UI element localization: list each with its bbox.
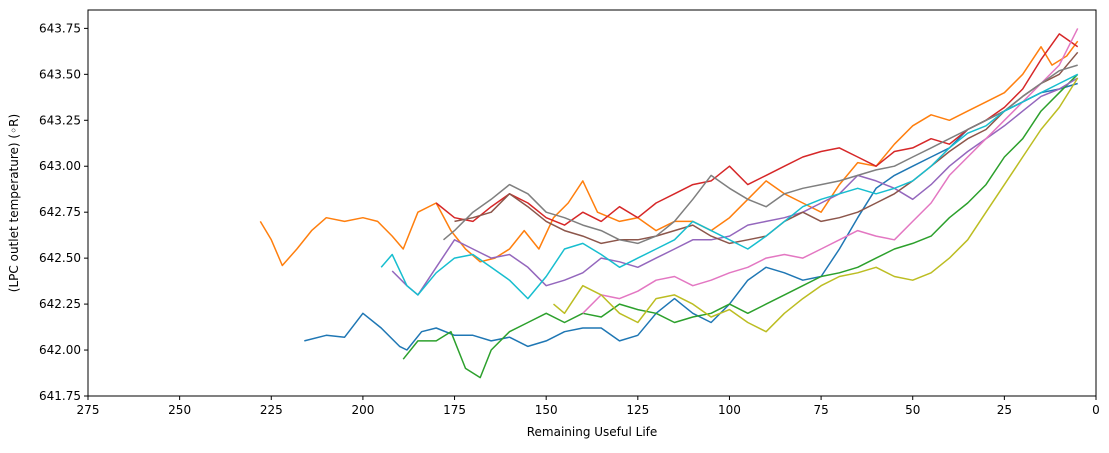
x-tick-label: 150 bbox=[535, 403, 558, 417]
x-tick-label: 225 bbox=[260, 403, 283, 417]
y-tick-label: 641.75 bbox=[39, 389, 81, 403]
series-line-10 bbox=[380, 73, 1079, 300]
series-line-4 bbox=[435, 33, 1079, 226]
y-axis-ticks: 641.75 642.00 642.25 642.50 642.75 643.00 643.… bbox=[39, 21, 88, 403]
series-line-3 bbox=[402, 73, 1079, 379]
y-tick-label: 642.75 bbox=[39, 205, 81, 219]
y-tick-label: 642.00 bbox=[39, 343, 81, 357]
y-axis-label: (LPC outlet temperature) (◦R) bbox=[7, 114, 21, 292]
x-axis-label: Remaining Useful Life bbox=[527, 425, 658, 439]
x-tick-label: 250 bbox=[168, 403, 191, 417]
x-tick-label: 125 bbox=[626, 403, 649, 417]
series-line-7 bbox=[582, 28, 1079, 314]
y-tick-label: 642.50 bbox=[39, 251, 81, 265]
series-layer bbox=[259, 28, 1079, 379]
y-tick-label: 643.50 bbox=[39, 67, 81, 81]
x-tick-label: 0 bbox=[1092, 403, 1100, 417]
y-tick-label: 643.00 bbox=[39, 159, 81, 173]
series-line-9 bbox=[553, 77, 1079, 333]
axes-frame bbox=[87, 9, 1097, 397]
y-tick-label: 643.75 bbox=[39, 21, 81, 35]
x-tick-label: 100 bbox=[718, 403, 741, 417]
series-line-8 bbox=[443, 64, 1078, 245]
series-line-1 bbox=[304, 82, 1078, 351]
y-tick-label: 643.25 bbox=[39, 113, 81, 127]
series-line-5 bbox=[391, 77, 1079, 296]
x-tick-label: 75 bbox=[813, 403, 828, 417]
x-tick-label: 25 bbox=[997, 403, 1012, 417]
x-tick-label: 50 bbox=[905, 403, 920, 417]
x-tick-label: 175 bbox=[443, 403, 466, 417]
x-axis-ticks: 275 250 225 200 175 150 125 100 75 50 25 0 bbox=[77, 396, 1100, 417]
y-tick-label: 642.25 bbox=[39, 297, 81, 311]
x-tick-label: 200 bbox=[351, 403, 374, 417]
x-tick-label: 275 bbox=[77, 403, 100, 417]
